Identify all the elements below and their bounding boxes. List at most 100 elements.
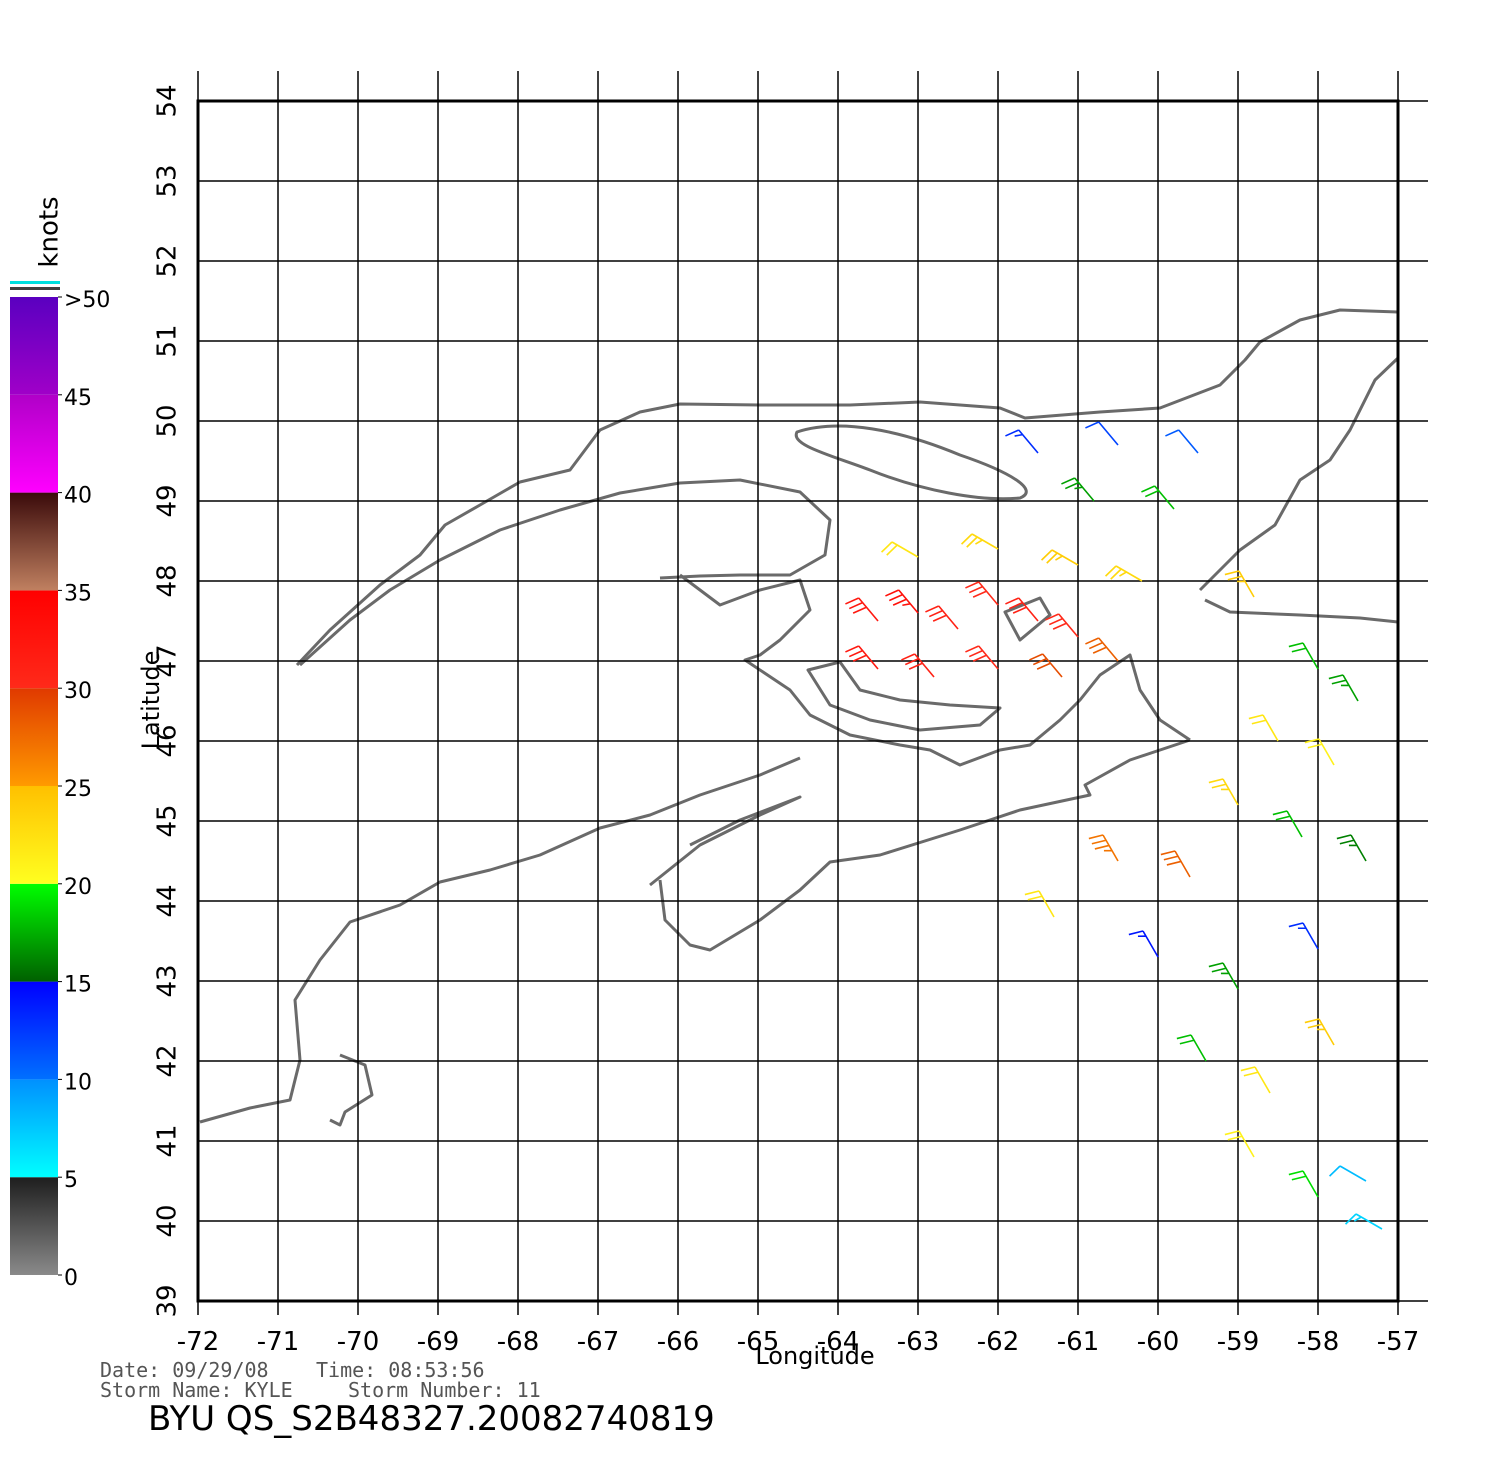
coastlines	[199, 308, 1400, 1127]
wind-barb	[1088, 834, 1119, 862]
colorbar-tick-label: 10	[64, 1070, 92, 1095]
wind-barb	[1085, 637, 1119, 662]
colorbar-tick-label: 5	[64, 1168, 78, 1193]
colorbar-tick-label: 40	[64, 484, 92, 509]
x-tick-label: -70	[337, 1327, 379, 1357]
coastline	[806, 660, 1002, 732]
colorbar-segment	[10, 1079, 58, 1178]
wind-barb	[1304, 738, 1335, 766]
colorbar-segment	[10, 297, 58, 395]
y-tick-label: 40	[153, 1204, 183, 1237]
wind-barb	[880, 541, 919, 558]
coastline	[1198, 356, 1400, 592]
footer-storm-name: Storm Name: KYLE	[100, 1378, 293, 1402]
x-tick-label: -71	[257, 1327, 299, 1357]
wind-barb	[1128, 930, 1159, 958]
wind-barb	[1288, 1170, 1319, 1198]
wind-barb	[1345, 1213, 1383, 1230]
wind-barb	[1045, 613, 1079, 638]
footer-storm-number: Storm Number: 11	[348, 1378, 541, 1402]
colorbar-tick-label: 15	[64, 973, 92, 998]
wind-barb	[1336, 834, 1367, 862]
x-tick-label: -59	[1217, 1327, 1259, 1357]
wind-barb	[1160, 850, 1191, 878]
colorbar-tick-label: 20	[64, 875, 92, 900]
y-tick-label: 44	[153, 884, 183, 917]
wind-barb	[1024, 890, 1055, 918]
y-tick-label: 46	[153, 724, 183, 757]
wind-barb	[901, 653, 935, 678]
x-axis-label: Longitude	[755, 1342, 874, 1370]
colorbar: 0 5 10 15 20 25 30 35 40 45 >50	[10, 281, 110, 1291]
coastline	[1204, 598, 1399, 624]
colorbar-cap	[10, 281, 60, 284]
colorbar-tick-label: 0	[64, 1266, 78, 1291]
wind-barb	[1224, 570, 1255, 598]
wind-barb	[1224, 1130, 1255, 1158]
wind-barb	[925, 605, 959, 630]
coastline	[329, 1053, 374, 1127]
y-tick-label: 43	[153, 964, 183, 997]
x-tick-label: -60	[1137, 1327, 1179, 1357]
coastline	[295, 308, 1399, 667]
y-tick-label: 49	[153, 484, 183, 517]
y-tick-label: 39	[153, 1284, 183, 1317]
wind-barb	[1105, 565, 1143, 582]
wind-barb	[1329, 1165, 1367, 1182]
colorbar-segment	[10, 492, 58, 591]
colorbar-tick-label: 25	[64, 777, 92, 802]
wind-barb	[1208, 962, 1239, 990]
x-tick-label: -58	[1297, 1327, 1339, 1357]
y-tick-label: 53	[153, 164, 183, 197]
wind-barb	[1288, 642, 1319, 670]
wind-barb	[1288, 922, 1319, 950]
colorbar-tick-label: 30	[64, 679, 92, 704]
x-tick-label: -61	[1057, 1327, 1099, 1357]
coastline	[649, 795, 802, 887]
wind-barb	[965, 581, 999, 606]
wind-barbs	[845, 421, 1383, 1230]
wind-barb	[1041, 549, 1079, 566]
x-tick-label: -63	[897, 1327, 939, 1357]
y-tick-label: 45	[153, 804, 183, 837]
y-tick-label: 47	[153, 644, 183, 677]
coastline	[679, 573, 1191, 767]
footer-title: BYU QS_S2B48327.20082740819	[148, 1399, 715, 1439]
colorbar-segment	[10, 1177, 58, 1275]
y-tick-label: 48	[153, 564, 183, 597]
wind-barb	[1141, 485, 1175, 510]
coastline	[794, 424, 1028, 501]
y-tick-label: 42	[153, 1044, 183, 1077]
wind-barb	[1029, 653, 1063, 678]
x-tick-label: -57	[1377, 1327, 1419, 1357]
wind-barb	[1304, 1018, 1335, 1046]
x-tick-label: -66	[657, 1327, 699, 1357]
footer-time: Time: 08:53:56	[316, 1358, 485, 1382]
footer-date: Date: 09/29/08	[100, 1358, 269, 1382]
x-tick-label: -65	[737, 1327, 779, 1357]
wind-barb	[1240, 1066, 1271, 1094]
y-tick-label: 41	[153, 1124, 183, 1157]
colorbar-tick-label: 45	[64, 386, 92, 411]
colorbar-segment	[10, 590, 58, 689]
wind-barb	[1085, 421, 1119, 446]
coastline	[298, 478, 832, 667]
wind-barb	[1248, 714, 1279, 742]
colorbar-tick-label: 35	[64, 581, 92, 606]
tick-labels: -72 -71 -70 -69 -68 -67 -66 -65 -64 -63 -62 -61 -60 -…	[153, 84, 1420, 1357]
wind-barb	[1176, 1034, 1207, 1062]
y-tick-label: 51	[153, 324, 183, 357]
wind-barb	[845, 645, 879, 670]
wind-barb	[1272, 810, 1303, 838]
x-tick-label: -69	[417, 1327, 459, 1357]
coastline	[1003, 596, 1052, 642]
wind-barb	[960, 533, 999, 550]
x-tick-label: -64	[817, 1327, 859, 1357]
x-tick-label: -62	[977, 1327, 1019, 1357]
colorbar-title: knots	[35, 196, 65, 267]
wind-barb	[1208, 778, 1239, 806]
colorbar-segment	[10, 394, 58, 493]
coastline	[199, 756, 801, 1124]
wind-barb	[1328, 674, 1359, 702]
